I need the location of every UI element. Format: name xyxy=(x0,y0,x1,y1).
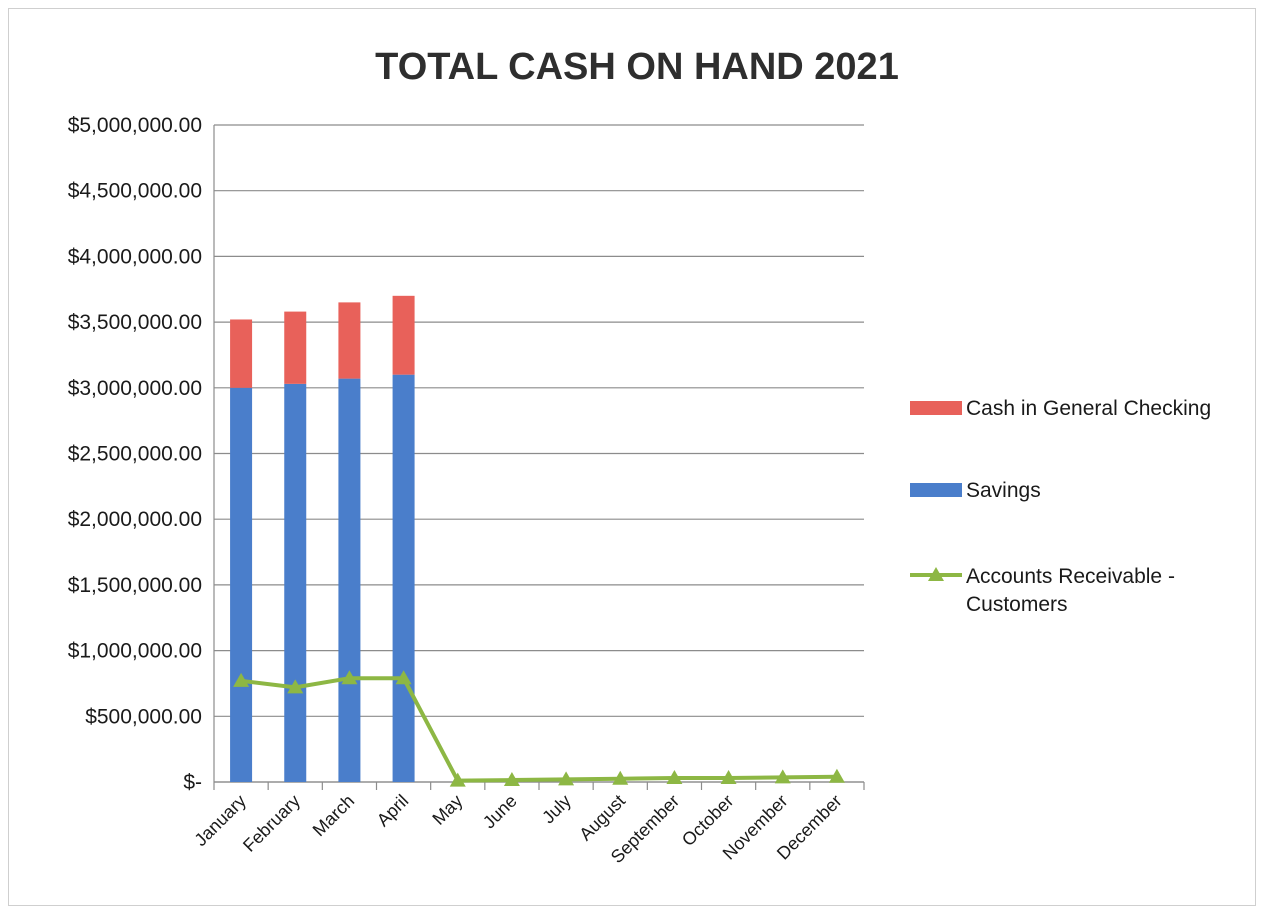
x-tick-label: May xyxy=(428,791,466,829)
marker-accounts-receivable xyxy=(503,772,520,787)
y-tick-label: $1,500,000.00 xyxy=(68,574,202,597)
legend-swatch-checking xyxy=(910,401,962,415)
line-accounts-receivable xyxy=(240,676,837,783)
x-tick-label: February xyxy=(239,791,304,856)
chart-title: TOTAL CASH ON HAND 2021 xyxy=(375,46,899,88)
marker-accounts-receivable xyxy=(287,679,304,694)
legend-label-checking: Cash in General Checking xyxy=(966,397,1211,420)
y-tick-label: $1,000,000.00 xyxy=(68,640,202,663)
marker-accounts-receivable xyxy=(612,770,629,785)
marker-accounts-receivable xyxy=(720,770,737,785)
chart-frame: TOTAL CASH ON HAND 2021 $- $500,000.00 $1,… xyxy=(8,8,1256,906)
bar-layer xyxy=(230,295,415,782)
legend-swatch-savings xyxy=(910,483,962,497)
y-tick-label: $3,000,000.00 xyxy=(68,377,202,400)
bar-checking xyxy=(338,302,361,379)
legend: Cash in General Checking Savings Accounts … xyxy=(910,397,1211,616)
legend-marker-accounts-receivable xyxy=(928,567,944,581)
y-tick-label: $2,500,000.00 xyxy=(68,443,202,466)
y-tick-label: $5,000,000.00 xyxy=(68,114,202,137)
legend-label-savings: Savings xyxy=(966,479,1041,502)
y-tick-label: $3,500,000.00 xyxy=(68,311,202,334)
x-tick-label: July xyxy=(538,791,575,828)
x-tick-label: April xyxy=(373,791,413,831)
axis-layer: $- $500,000.00 $1,000,000.00 $1,500,000.00 $… xyxy=(68,114,865,867)
marker-accounts-receivable xyxy=(828,768,845,783)
bar-checking xyxy=(284,311,307,384)
line-layer xyxy=(233,670,845,787)
bar-savings xyxy=(392,374,415,782)
y-tick-label: $4,000,000.00 xyxy=(68,245,202,268)
marker-accounts-receivable xyxy=(558,771,575,786)
x-tick-label: June xyxy=(479,791,521,833)
y-tick-label: $4,500,000.00 xyxy=(68,180,202,203)
bar-savings xyxy=(338,378,361,782)
y-tick-label: $2,000,000.00 xyxy=(68,508,202,531)
grid-layer xyxy=(214,124,864,783)
bar-savings xyxy=(284,383,307,782)
x-tick-label: March xyxy=(309,791,359,841)
bar-checking xyxy=(392,295,415,375)
bar-checking xyxy=(230,319,253,388)
marker-accounts-receivable xyxy=(666,770,683,785)
marker-accounts-receivable xyxy=(233,672,250,687)
marker-accounts-receivable xyxy=(395,670,412,685)
y-tick-label: $- xyxy=(183,771,202,794)
legend-label-accounts-receivable-line1: Accounts Receivable - xyxy=(966,565,1175,588)
x-tick-label: August xyxy=(575,791,629,845)
chart-svg: TOTAL CASH ON HAND 2021 $- $500,000.00 $1,… xyxy=(68,46,1211,867)
marker-accounts-receivable xyxy=(774,769,791,784)
bar-savings xyxy=(230,387,253,782)
y-tick-label: $500,000.00 xyxy=(85,705,202,728)
legend-label-accounts-receivable-line2: Customers xyxy=(966,593,1068,616)
marker-accounts-receivable xyxy=(341,670,358,685)
marker-accounts-receivable xyxy=(449,772,466,787)
